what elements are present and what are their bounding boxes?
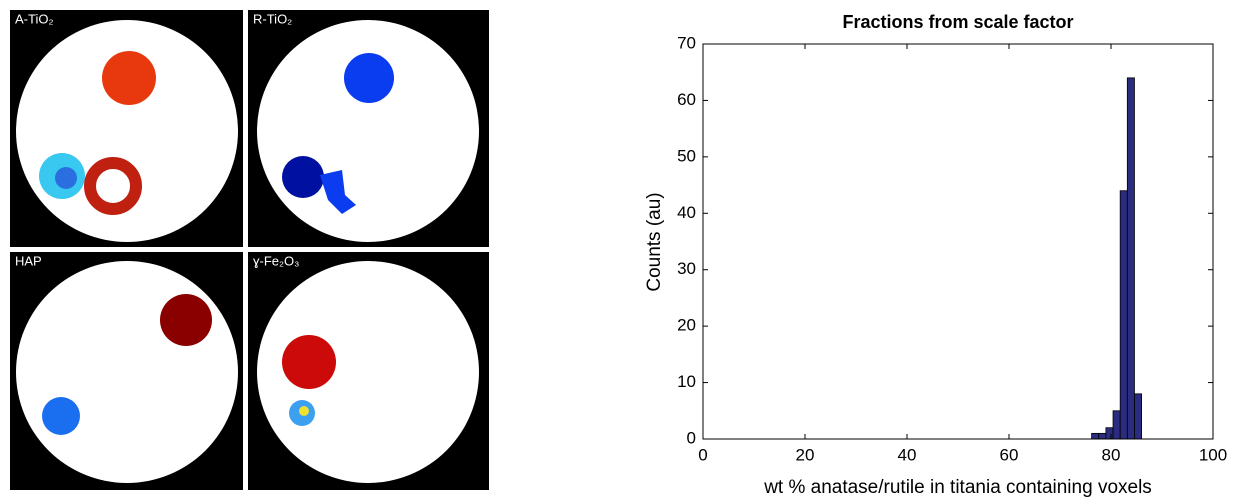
y-axis-label: Counts (au) (644, 192, 665, 291)
y-tick-label: 10 (677, 372, 696, 391)
panel-label: ɣ-Fe₂O₃ (253, 254, 299, 269)
map-blob (299, 406, 309, 416)
map-blob (55, 167, 77, 189)
x-axis-label: wt % anatase/rutile in titania containin… (763, 477, 1152, 498)
x-tick-label: 80 (1102, 445, 1121, 464)
x-tick-label: 100 (1199, 445, 1227, 464)
y-tick-label: 0 (687, 428, 696, 447)
map-blob (282, 156, 324, 198)
figure: A-TiO₂ R-TiO₂ HAP ɣ-Fe₂O₃ Fractions from… (0, 0, 1243, 502)
x-tick-label: 60 (1000, 445, 1019, 464)
chart-title: Fractions from scale factor (842, 12, 1073, 32)
y-tick-label: 50 (677, 146, 696, 165)
y-tick-label: 30 (677, 259, 696, 278)
y-tick-label: 40 (677, 203, 696, 222)
x-tick-label: 20 (796, 445, 815, 464)
bar (1113, 411, 1120, 439)
sample-disk (16, 261, 238, 483)
panel-label: R-TiO₂ (253, 12, 292, 27)
map-blob (282, 335, 336, 389)
panel-label: A-TiO₂ (15, 12, 54, 27)
bar (1134, 394, 1141, 439)
y-tick-label: 20 (677, 316, 696, 335)
bar (1092, 433, 1099, 439)
panel-label: HAP (15, 254, 42, 269)
plot-frame (703, 44, 1213, 439)
bar (1120, 191, 1127, 439)
bar (1099, 433, 1106, 439)
map-blob (102, 51, 156, 105)
map-blob (160, 294, 212, 346)
y-tick-label: 60 (677, 90, 696, 109)
bar (1106, 428, 1113, 439)
bar (1127, 78, 1134, 439)
map-blob (344, 53, 394, 103)
x-tick-label: 0 (698, 445, 707, 464)
y-tick-label: 70 (677, 33, 696, 52)
map-blob (42, 397, 80, 435)
x-tick-label: 40 (898, 445, 917, 464)
maps: A-TiO₂ R-TiO₂ HAP ɣ-Fe₂O₃ (10, 10, 489, 490)
